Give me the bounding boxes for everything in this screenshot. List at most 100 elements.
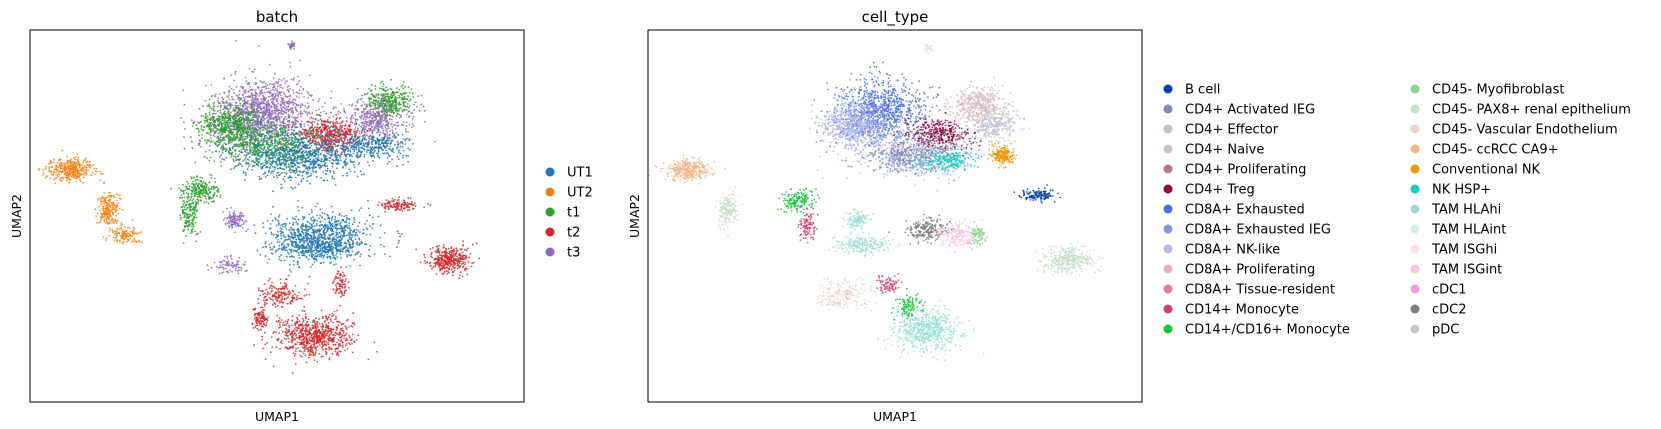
batch-cluster-12 xyxy=(170,173,222,205)
cell-type-legend-item-tam-hlahi: TAM HLAhi xyxy=(1410,203,1501,218)
cell-type-legend-item-cdc2: cDC2 xyxy=(1410,303,1467,318)
cell-type-legend-item-tam-isgint: TAM ISGint xyxy=(1410,263,1502,278)
cell-type-points xyxy=(648,41,1104,362)
cell-type-legend-item-cd8a-exhausted-ieg: CD8A+ Exhausted IEG xyxy=(1163,223,1331,238)
cell-type-title: cell_type xyxy=(862,8,929,27)
cell-type-legend-item-cd45-myofibroblast: CD45- Myofibroblast xyxy=(1410,83,1564,98)
cell-type-cluster-23 xyxy=(890,293,926,321)
cell-type-legend-marker xyxy=(1410,324,1420,334)
cell-type-cluster-24 xyxy=(876,273,908,294)
cell-type-legend-marker xyxy=(1410,144,1420,154)
cell-type-legend-marker xyxy=(1163,164,1173,174)
batch-cluster-4 xyxy=(321,93,436,150)
cell-type-legend-item-nk-hsp: NK HSP+ xyxy=(1410,183,1491,198)
cell-type-cluster-7 xyxy=(825,125,978,182)
cell-type-legend-item-cd45-vascular-endothelium: CD45- Vascular Endothelium xyxy=(1410,123,1618,138)
cell-type-cluster-11 xyxy=(714,186,744,237)
batch-legend-label: t1 xyxy=(567,206,580,221)
batch-cluster-16 xyxy=(256,227,376,272)
cell-type-legend-item-cd8a-proliferating: CD8A+ Proliferating xyxy=(1163,263,1315,278)
cell-type-cluster-19 xyxy=(1013,184,1061,204)
cell-type-legend-item-cd14-cd16-monocyte: CD14+/CD16+ Monocyte xyxy=(1163,323,1350,338)
cell-type-legend-label: CD4+ Proliferating xyxy=(1185,163,1306,178)
batch-legend-item-ut2: UT2 xyxy=(545,186,593,201)
cell-type-ylabel: UMAP2 xyxy=(627,194,642,238)
cell-type-legend-label: CD45- Myofibroblast xyxy=(1432,83,1564,98)
batch-legend-marker xyxy=(545,207,555,217)
cell-type-legend-item-cd4-activated-ieg: CD4+ Activated IEG xyxy=(1163,103,1315,118)
cell-type-legend-item-tam-hlaint: TAM HLAint xyxy=(1410,223,1506,238)
cell-type-legend-label: CD4+ Effector xyxy=(1185,123,1279,138)
cell-type-legend-marker xyxy=(1410,184,1420,194)
batch-cluster-15 xyxy=(245,200,403,278)
batch-xlabel: UMAP1 xyxy=(255,409,299,424)
cell-type-legend-label: CD8A+ Exhausted IEG xyxy=(1185,223,1331,238)
cell-type-legend-marker xyxy=(1410,84,1420,94)
cell-type-cluster-21 xyxy=(817,276,877,312)
cell-type-legend-item-cd14-monocyte: CD14+ Monocyte xyxy=(1163,303,1299,318)
cell-type-cluster-22 xyxy=(877,299,985,362)
cell-type-legend-label: CD14+ Monocyte xyxy=(1185,303,1299,318)
cell-type-legend-marker xyxy=(1410,244,1420,254)
batch-points xyxy=(37,39,480,374)
cell-type-cluster-25 xyxy=(923,41,936,54)
batch-legend-label: UT2 xyxy=(567,186,593,201)
batch-legend-marker xyxy=(545,247,555,257)
batch-cluster-5 xyxy=(279,107,372,159)
cell-type-legend-marker xyxy=(1163,184,1173,194)
cell-type-legend-label: TAM HLAint xyxy=(1431,223,1506,238)
batch-cluster-9 xyxy=(37,149,104,185)
batch-cluster-21 xyxy=(253,306,378,374)
cell-type-panel: cell_type UMAP1 UMAP2 B cell CD4+ Activat… xyxy=(627,8,1631,424)
batch-cluster-7 xyxy=(183,111,334,183)
batch-cluster-24 xyxy=(287,40,296,50)
batch-panel: batch UMAP1 UMAP2 UT1 UT2 t1 t2 t3 xyxy=(9,8,593,424)
cell-type-legend-item-cd45-ccrcc-ca9: CD45- ccRCC CA9+ xyxy=(1410,143,1559,158)
batch-cluster-13 xyxy=(179,189,202,244)
batch-cluster-0 xyxy=(180,39,337,168)
cell-type-legend-label: TAM ISGint xyxy=(1431,263,1502,278)
cell-type-legend-label: cDC2 xyxy=(1432,303,1467,318)
batch-plot-frame xyxy=(29,29,525,403)
cell-type-legend-label: CD45- PAX8+ renal epithelium xyxy=(1432,103,1631,118)
cell-type-cluster-9 xyxy=(987,142,1018,169)
cell-type-legend-label: B cell xyxy=(1185,83,1220,98)
cell-type-legend-marker xyxy=(1410,224,1420,234)
cell-type-legend-marker xyxy=(1163,144,1173,154)
cell-type-legend-marker xyxy=(1163,324,1173,334)
cell-type-cluster-14 xyxy=(841,208,874,234)
cell-type-legend-marker xyxy=(1410,304,1420,314)
cell-type-legend-marker xyxy=(1410,164,1420,174)
cell-type-legend-label: CD14+/CD16+ Monocyte xyxy=(1185,323,1350,338)
cell-type-legend-label: cDC1 xyxy=(1432,283,1467,298)
batch-cluster-18 xyxy=(367,196,432,212)
cell-type-cluster-1 xyxy=(815,76,919,162)
cell-type-plot-frame xyxy=(647,29,1143,403)
batch-legend-marker xyxy=(545,167,555,177)
cell-type-legend-item-cd4-naive: CD4+ Naive xyxy=(1163,143,1264,158)
batch-legend-item-t1: t1 xyxy=(545,206,580,221)
batch-cluster-11 xyxy=(102,219,143,245)
cell-type-cluster-13 xyxy=(797,207,819,244)
cell-type-legend-marker xyxy=(1163,84,1173,94)
cell-type-legend-item-b-cell: B cell xyxy=(1163,83,1220,98)
batch-legend-label: t2 xyxy=(567,226,580,241)
cell-type-legend-item-cd4-proliferating: CD4+ Proliferating xyxy=(1163,163,1306,178)
cell-type-legend-item-tam-isghi: TAM ISGhi xyxy=(1410,243,1497,258)
batch-cluster-22 xyxy=(251,302,270,332)
batch-legend-marker xyxy=(545,187,555,197)
cell-type-legend-label: CD45- Vascular Endothelium xyxy=(1432,123,1618,138)
batch-cluster-8 xyxy=(320,122,414,168)
cell-type-legend-marker xyxy=(1410,124,1420,134)
cell-type-xlabel: UMAP1 xyxy=(873,409,917,424)
cell-type-legend-marker xyxy=(1163,304,1173,314)
cell-type-legend-item-cd8a-nk-like: CD8A+ NK-like xyxy=(1163,243,1280,258)
cell-type-cluster-16 xyxy=(928,218,987,253)
batch-cluster-17 xyxy=(415,240,480,279)
batch-cluster-10 xyxy=(94,181,124,237)
cell-type-legend-marker xyxy=(1163,204,1173,214)
cell-type-legend-item-cd4-treg: CD4+ Treg xyxy=(1163,183,1255,198)
batch-legend-label: UT1 xyxy=(567,166,593,181)
cell-type-legend-marker xyxy=(1410,204,1420,214)
